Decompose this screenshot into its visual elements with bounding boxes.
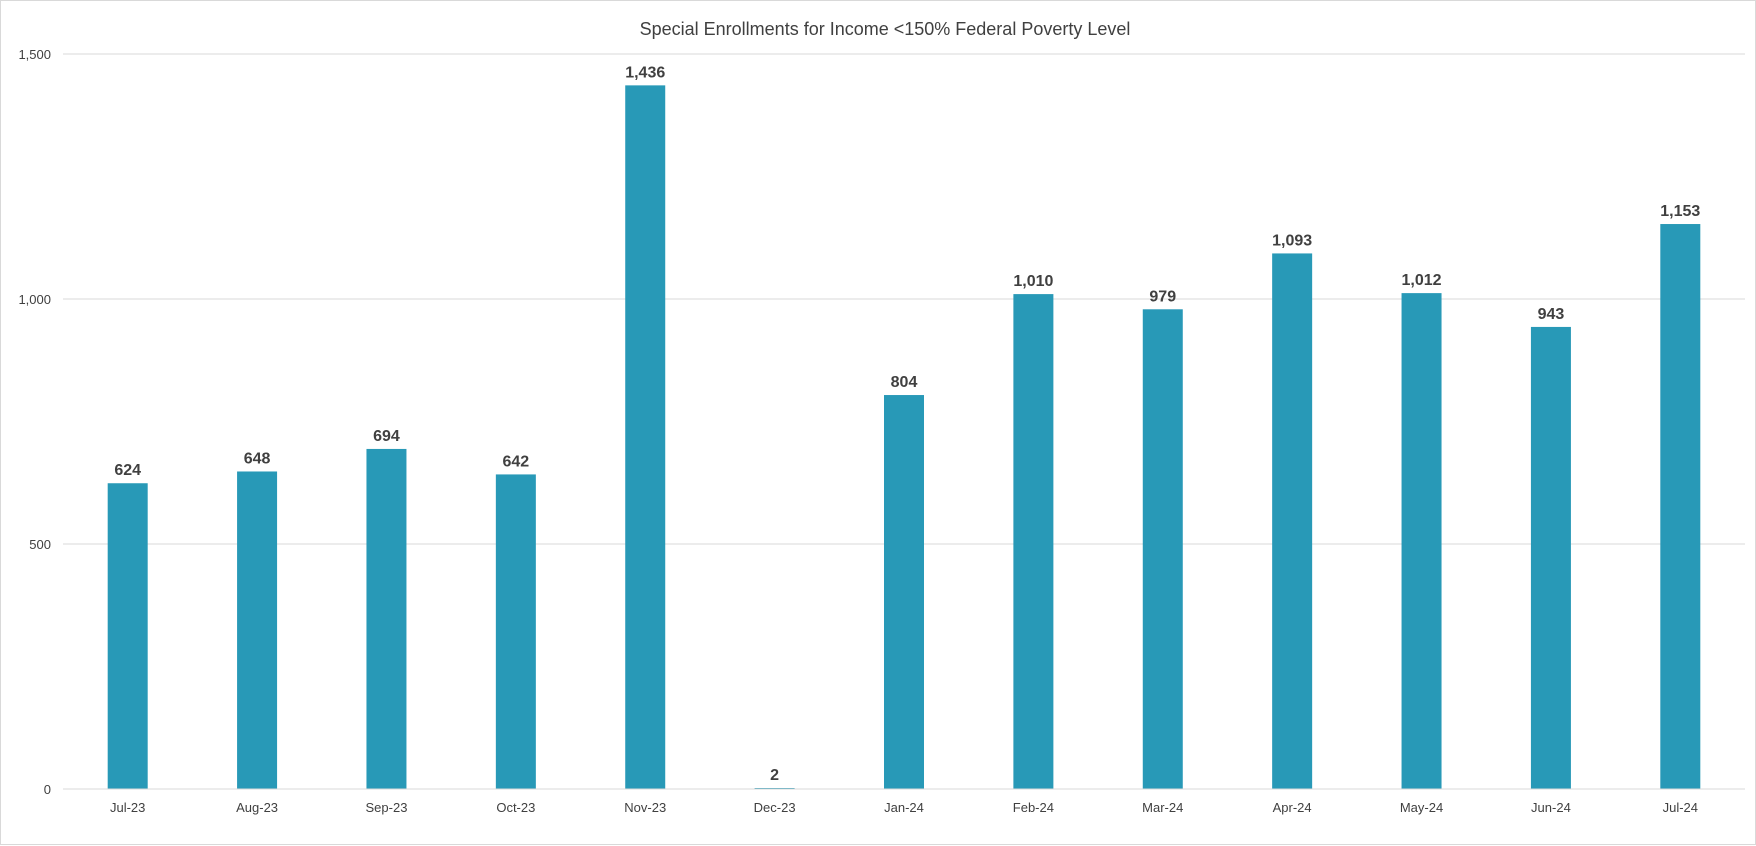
bar [1401,293,1442,789]
x-tick-label: Jul-23 [110,800,145,815]
data-label: 943 [1538,306,1565,323]
bars [107,85,1701,790]
bar [495,474,536,789]
data-label: 979 [1149,288,1176,305]
y-tick-label: 0 [44,782,51,797]
x-tick-label: Sep-23 [366,800,408,815]
data-label: 624 [114,462,141,479]
x-tick-label: Oct-23 [496,800,535,815]
x-tick-label: Dec-23 [754,800,796,815]
data-label: 804 [891,374,918,391]
x-tick-label: Aug-23 [236,800,278,815]
data-label: 1,093 [1272,232,1312,249]
y-tick-label: 500 [29,537,51,552]
x-tick-label: Jun-24 [1531,800,1571,815]
data-label: 694 [373,428,400,445]
y-tick-label: 1,000 [18,292,51,307]
x-tick-label: Mar-24 [1142,800,1183,815]
y-tick-label: 1,500 [18,47,51,62]
x-tick-label: Apr-24 [1273,800,1312,815]
bar [107,483,148,789]
x-tick-label: Feb-24 [1013,800,1054,815]
data-label: 1,436 [625,64,665,81]
data-label: 1,010 [1013,273,1053,290]
data-label: 1,012 [1402,272,1442,289]
y-axis-ticks: 0 500 1,000 1,500 [18,47,51,797]
bar [884,395,924,789]
bar [1272,253,1313,789]
data-label: 1,153 [1660,203,1700,220]
bar [1530,326,1571,789]
data-label: 642 [502,453,529,470]
data-labels: 624 648 694 642 1,436 2 804 1,010 979 1,093 1,012 9… [114,64,1700,784]
x-axis-ticks: Jul-23 Aug-23 Sep-23 Oct-23 Nov-23 Dec-23 Jan-… [110,800,1698,815]
bar [366,448,407,789]
bar [1660,224,1701,789]
data-label: 648 [244,450,271,467]
bar [237,471,278,789]
x-tick-label: Jan-24 [884,800,924,815]
bar [625,85,666,790]
bar [1013,294,1054,789]
chart-title: Special Enrollments for Income <150% Fed… [640,19,1131,39]
x-tick-label: Nov-23 [624,800,666,815]
data-label: 2 [770,767,779,784]
x-tick-label: May-24 [1400,800,1443,815]
x-tick-label: Jul-24 [1663,800,1698,815]
bar [1142,309,1183,789]
